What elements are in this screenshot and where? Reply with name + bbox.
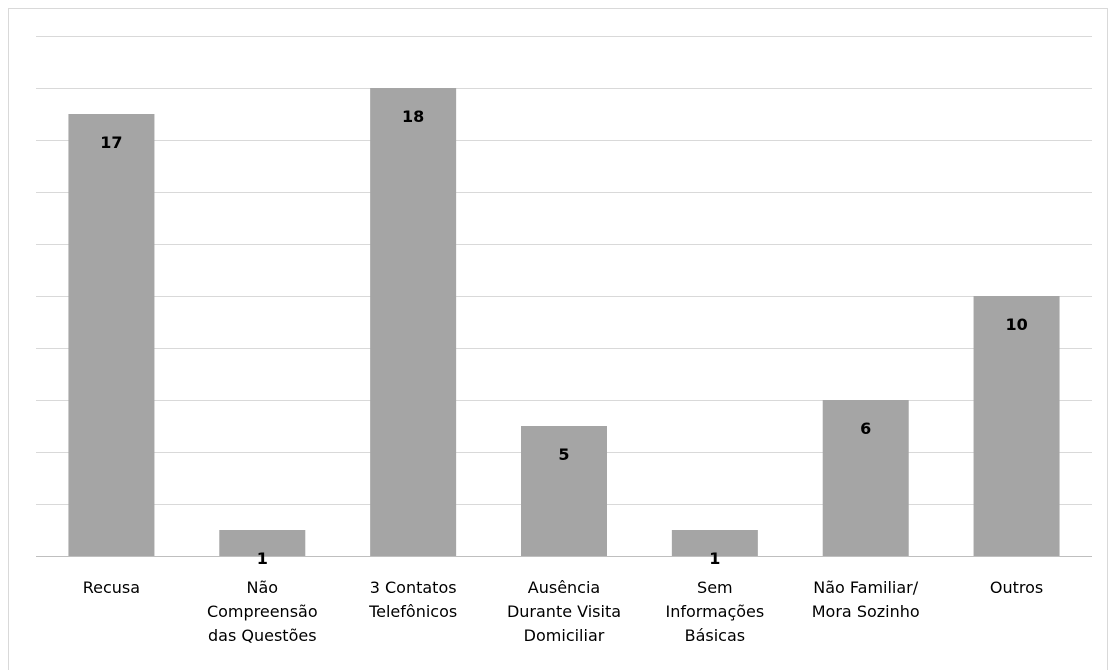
x-tick-label: Sem bbox=[697, 578, 733, 597]
data-label: 6 bbox=[860, 419, 871, 438]
x-tick-label: Domiciliar bbox=[524, 626, 605, 645]
x-tick-label: Não bbox=[247, 578, 279, 597]
data-label: 5 bbox=[558, 445, 569, 464]
x-tick-label: Não Familiar/ bbox=[813, 578, 918, 597]
x-axis-labels: Recusa Não Compreensão das Questões 3 Contat… bbox=[83, 578, 1043, 645]
x-tick-label: Telefônicos bbox=[368, 602, 457, 621]
x-tick-label: 3 Contatos bbox=[370, 578, 457, 597]
x-tick-label: das Questões bbox=[208, 626, 317, 645]
x-tick-label: Básicas bbox=[685, 626, 746, 645]
data-labels: 17 1 18 5 1 6 10 bbox=[100, 107, 1027, 568]
bar bbox=[822, 400, 909, 556]
bars bbox=[68, 88, 1060, 556]
gridlines bbox=[36, 36, 1092, 557]
data-label: 17 bbox=[100, 133, 122, 152]
x-tick-label: Outros bbox=[990, 578, 1043, 597]
data-label: 18 bbox=[402, 107, 424, 126]
data-label: 10 bbox=[1005, 315, 1027, 334]
bar bbox=[521, 426, 607, 556]
x-tick-label: Informações bbox=[665, 602, 764, 621]
bar bbox=[219, 530, 306, 556]
x-tick-label: Compreensão bbox=[207, 602, 318, 621]
x-tick-label: Recusa bbox=[83, 578, 140, 597]
x-tick-label: Mora Sozinho bbox=[812, 602, 920, 621]
bar bbox=[671, 530, 758, 556]
bar bbox=[68, 114, 155, 556]
data-label: 1 bbox=[709, 549, 720, 568]
data-label: 1 bbox=[257, 549, 268, 568]
x-tick-label: Ausência bbox=[528, 578, 600, 597]
x-tick-label: Durante Visita bbox=[507, 602, 621, 621]
bar bbox=[973, 296, 1060, 556]
chart-frame bbox=[8, 8, 1108, 670]
bar bbox=[370, 88, 457, 556]
